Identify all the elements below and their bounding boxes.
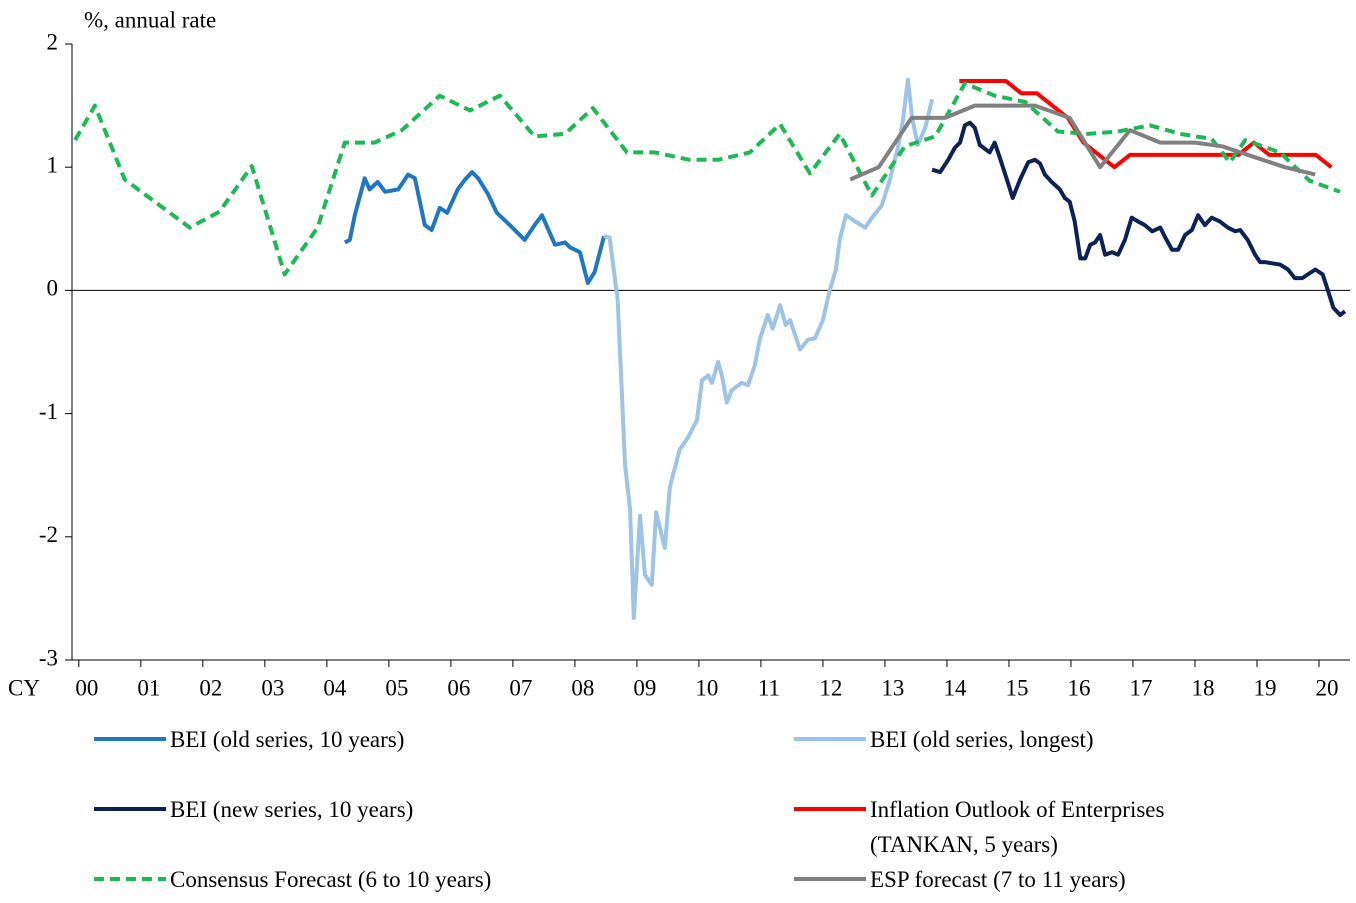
x-tick-label: 18 (1191, 675, 1214, 700)
y-tick-label: -2 (39, 522, 58, 547)
y-tick-label: 2 (47, 29, 59, 54)
x-tick-label: 08 (571, 675, 594, 700)
x-tick-label: 19 (1253, 675, 1276, 700)
y-axis-label: %, annual rate (84, 7, 216, 32)
legend-swatch (794, 737, 866, 741)
x-tick-label: 17 (1129, 675, 1152, 700)
series-line (343, 170, 606, 285)
legend-item: Consensus Forecast (6 to 10 years) (90, 862, 550, 897)
legend-label: BEI (new series, 10 years) (170, 797, 414, 822)
legend-swatch (794, 877, 866, 881)
y-tick-label: 1 (47, 152, 59, 177)
x-tick-label: 20 (1315, 675, 1338, 700)
legend-label: Inflation Outlook of Enterprises (TANKAN… (870, 797, 1165, 857)
y-tick-label: 0 (47, 276, 59, 301)
x-tick-label: 00 (75, 675, 98, 700)
x-tick-label: 16 (1067, 675, 1090, 700)
x-tick-label: 07 (509, 675, 532, 700)
series-line (603, 77, 935, 621)
x-tick-label: 12 (819, 675, 842, 700)
series-line (73, 81, 1341, 277)
legend-label: BEI (old series, 10 years) (170, 727, 405, 752)
x-tick-label: 13 (881, 675, 904, 700)
legend-item: ESP forecast (7 to 11 years) (790, 862, 1250, 897)
x-tick-label: 14 (943, 675, 967, 700)
x-tick-label: 06 (447, 675, 470, 700)
y-tick-label: -3 (39, 645, 58, 670)
x-tick-label: 01 (137, 675, 160, 700)
x-tick-label: 10 (695, 675, 718, 700)
legend-label: BEI (old series, longest) (870, 727, 1094, 752)
x-tick-label: 09 (633, 675, 656, 700)
legend-swatch (94, 877, 166, 881)
series-line (931, 120, 1347, 317)
y-tick-label: -1 (39, 399, 58, 424)
legend-item: BEI (old series, longest) (790, 722, 1250, 757)
legend-item: Inflation Outlook of Enterprises (TANKAN… (790, 792, 1250, 862)
legend-swatch (794, 807, 866, 811)
legend-item: BEI (old series, 10 years) (90, 722, 550, 757)
legend-label: ESP forecast (7 to 11 years) (870, 867, 1126, 892)
x-tick-label: 05 (385, 675, 408, 700)
x-tick-label: 15 (1005, 675, 1028, 700)
series-line (959, 79, 1333, 170)
x-tick-label: 11 (758, 675, 780, 700)
x-axis-label: CY (8, 675, 40, 700)
series-line (849, 103, 1316, 182)
x-tick-label: 02 (199, 675, 222, 700)
legend-item: BEI (new series, 10 years) (90, 792, 550, 827)
legend-label: Consensus Forecast (6 to 10 years) (170, 867, 492, 892)
x-tick-label: 04 (323, 675, 347, 700)
legend-swatch (94, 737, 166, 741)
legend-swatch (94, 807, 166, 811)
x-tick-label: 03 (261, 675, 284, 700)
